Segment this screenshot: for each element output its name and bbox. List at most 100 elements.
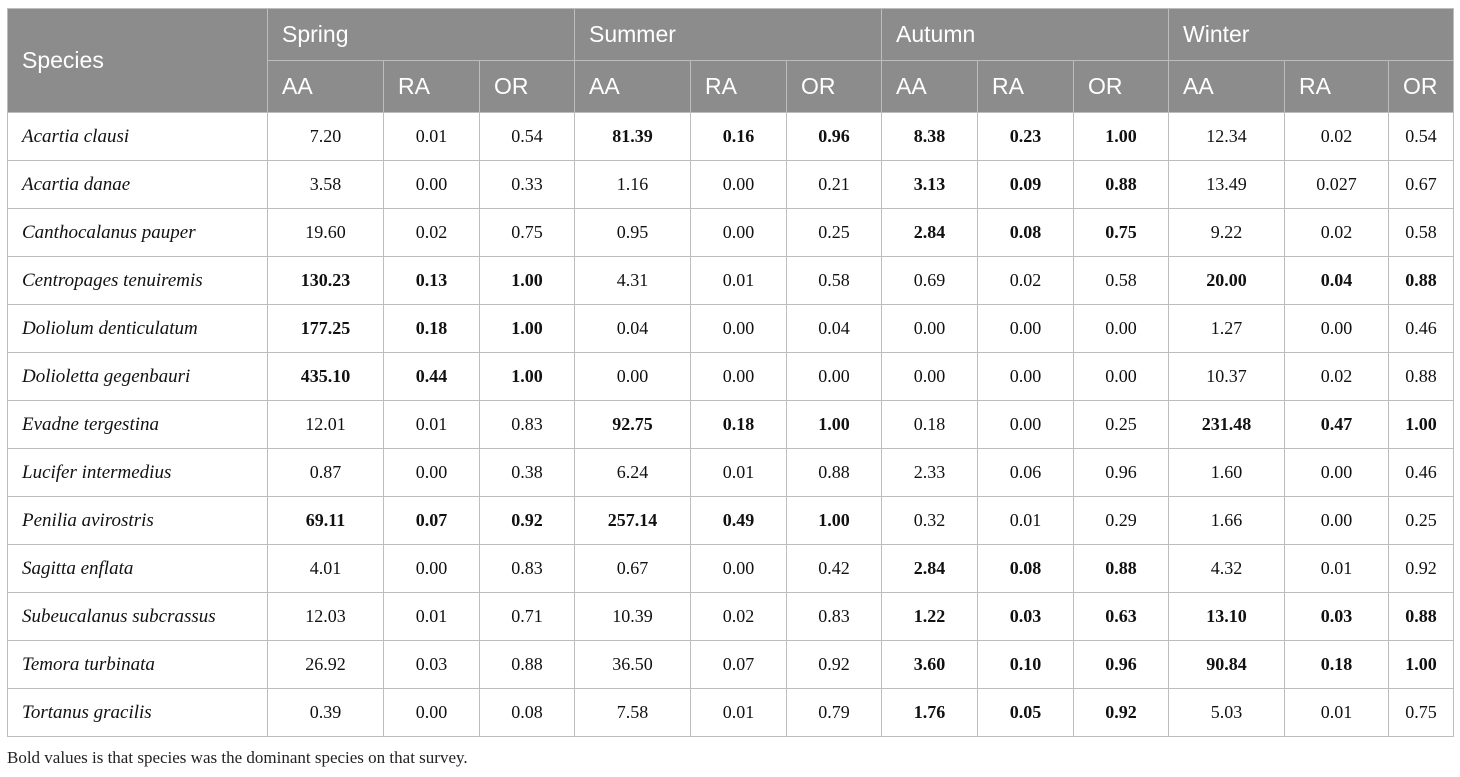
value-cell: 257.14 xyxy=(574,496,692,545)
value-cell: 0.23 xyxy=(977,112,1075,161)
value-cell: 0.95 xyxy=(574,208,692,257)
value-cell: 0.00 xyxy=(1284,448,1390,497)
value-cell: 1.00 xyxy=(478,352,576,401)
value-cell: 2.84 xyxy=(881,208,979,257)
season-header-row: Species Spring Summer Autumn Winter xyxy=(7,8,1455,113)
table-footnote: Bold values is that species was the domi… xyxy=(7,748,468,767)
table-row: Tortanus gracilis 0.39 0.00 0.08 7.58 0.01 0.7… xyxy=(7,688,1455,737)
metric-header: RA xyxy=(690,60,788,113)
table-row: Evadne tergestina 12.01 0.01 0.83 92.75 0.18 1… xyxy=(7,400,1455,449)
table-body: Acartia clausi 7.20 0.01 0.54 81.39 0.16 0.96 8… xyxy=(7,112,1455,737)
value-cell: 0.07 xyxy=(690,640,788,689)
table-row: Penilia avirostris 69.11 0.07 0.92 257.14 0.4… xyxy=(7,496,1455,545)
value-cell: 0.83 xyxy=(478,400,576,449)
value-cell: 0.18 xyxy=(881,400,979,449)
value-cell: 0.33 xyxy=(478,160,576,209)
table-row: Temora turbinata 26.92 0.03 0.88 36.50 0.07 0.… xyxy=(7,640,1455,689)
value-cell: 1.00 xyxy=(1073,112,1170,161)
metric-header: OR xyxy=(478,60,576,113)
value-cell: 2.33 xyxy=(881,448,979,497)
value-cell: 3.60 xyxy=(881,640,979,689)
value-cell: 0.01 xyxy=(977,496,1075,545)
value-cell: 4.01 xyxy=(267,544,384,593)
table-row: Acartia danae 3.58 0.00 0.33 1.16 0.00 0.21 3.1… xyxy=(7,160,1455,209)
value-cell: 0.00 xyxy=(690,544,788,593)
value-cell: 0.06 xyxy=(977,448,1075,497)
value-cell: 0.08 xyxy=(478,688,576,737)
value-cell: 7.20 xyxy=(267,112,384,161)
value-cell: 0.00 xyxy=(977,400,1075,449)
value-cell: 8.38 xyxy=(881,112,979,161)
value-cell: 9.22 xyxy=(1168,208,1286,257)
value-cell: 0.00 xyxy=(383,160,480,209)
value-cell: 0.01 xyxy=(383,400,480,449)
value-cell: 0.67 xyxy=(1388,160,1455,209)
value-cell: 0.00 xyxy=(690,304,788,353)
table-header: Species Spring Summer Autumn Winter AA R… xyxy=(7,8,1455,113)
value-cell: 231.48 xyxy=(1168,400,1286,449)
table-row: Acartia clausi 7.20 0.01 0.54 81.39 0.16 0.96 8… xyxy=(7,112,1455,161)
value-cell: 0.92 xyxy=(1388,544,1455,593)
value-cell: 10.37 xyxy=(1168,352,1286,401)
value-cell: 0.00 xyxy=(881,352,979,401)
value-cell: 0.08 xyxy=(977,544,1075,593)
value-cell: 4.32 xyxy=(1168,544,1286,593)
table-row: Dolioletta gegenbauri 435.10 0.44 1.00 0.00 0… xyxy=(7,352,1455,401)
value-cell: 0.00 xyxy=(690,208,788,257)
value-cell: 0.54 xyxy=(478,112,576,161)
value-cell: 0.00 xyxy=(977,304,1075,353)
value-cell: 0.01 xyxy=(690,448,788,497)
value-cell: 12.03 xyxy=(267,592,384,641)
value-cell: 20.00 xyxy=(1168,256,1286,305)
value-cell: 0.00 xyxy=(383,448,480,497)
value-cell: 0.02 xyxy=(1284,208,1390,257)
value-cell: 0.25 xyxy=(786,208,883,257)
value-cell: 1.00 xyxy=(786,496,883,545)
value-cell: 0.02 xyxy=(977,256,1075,305)
value-cell: 0.83 xyxy=(786,592,883,641)
value-cell: 92.75 xyxy=(574,400,692,449)
value-cell: 0.00 xyxy=(574,352,692,401)
metric-header: AA xyxy=(1168,60,1286,113)
value-cell: 0.49 xyxy=(690,496,788,545)
value-cell: 0.08 xyxy=(977,208,1075,257)
value-cell: 12.01 xyxy=(267,400,384,449)
species-name-cell: Tortanus gracilis xyxy=(7,688,268,737)
value-cell: 0.18 xyxy=(1284,640,1390,689)
value-cell: 0.00 xyxy=(786,352,883,401)
value-cell: 3.58 xyxy=(267,160,384,209)
value-cell: 1.76 xyxy=(881,688,979,737)
value-cell: 0.04 xyxy=(786,304,883,353)
value-cell: 0.13 xyxy=(383,256,480,305)
value-cell: 0.00 xyxy=(881,304,979,353)
species-name-cell: Penilia avirostris xyxy=(7,496,268,545)
value-cell: 1.60 xyxy=(1168,448,1286,497)
value-cell: 0.00 xyxy=(1284,496,1390,545)
value-cell: 0.00 xyxy=(1284,304,1390,353)
metric-header: OR xyxy=(1073,60,1170,113)
species-name-cell: Subeucalanus subcrassus xyxy=(7,592,268,641)
species-name-cell: Centropages tenuiremis xyxy=(7,256,268,305)
value-cell: 0.44 xyxy=(383,352,480,401)
table-row: Centropages tenuiremis 130.23 0.13 1.00 4.31… xyxy=(7,256,1455,305)
value-cell: 0.83 xyxy=(478,544,576,593)
value-cell: 36.50 xyxy=(574,640,692,689)
data-table-container: Species Spring Summer Autumn Winter AA R… xyxy=(7,8,1455,737)
value-cell: 0.03 xyxy=(1284,592,1390,641)
value-cell: 0.58 xyxy=(786,256,883,305)
value-cell: 0.92 xyxy=(1073,688,1170,737)
value-cell: 0.01 xyxy=(383,592,480,641)
value-cell: 0.027 xyxy=(1284,160,1390,209)
value-cell: 19.60 xyxy=(267,208,384,257)
value-cell: 0.18 xyxy=(690,400,788,449)
value-cell: 2.84 xyxy=(881,544,979,593)
metric-header: OR xyxy=(1388,60,1455,113)
season-header-spring: Spring xyxy=(266,8,576,61)
value-cell: 69.11 xyxy=(267,496,384,545)
value-cell: 0.10 xyxy=(977,640,1075,689)
value-cell: 0.92 xyxy=(786,640,883,689)
value-cell: 26.92 xyxy=(267,640,384,689)
species-name-cell: Sagitta enflata xyxy=(7,544,268,593)
value-cell: 0.00 xyxy=(383,688,480,737)
value-cell: 0.02 xyxy=(1284,352,1390,401)
